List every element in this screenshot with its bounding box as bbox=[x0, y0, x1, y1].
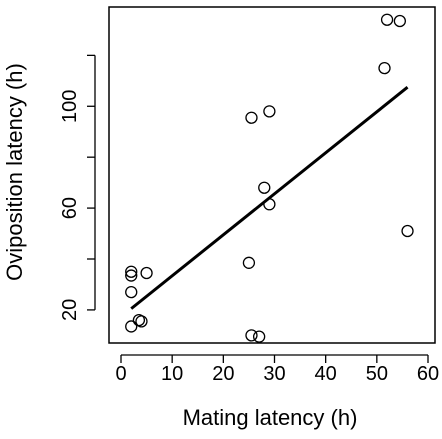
data-point bbox=[263, 198, 276, 211]
data-point bbox=[140, 266, 153, 280]
data-point bbox=[135, 315, 148, 328]
data-point bbox=[393, 14, 407, 28]
data-point bbox=[245, 111, 258, 124]
x-axis: 0 10 20 30 40 50 60 bbox=[115, 354, 439, 385]
data-point bbox=[378, 61, 391, 75]
data-point bbox=[125, 320, 138, 333]
data-point bbox=[401, 224, 414, 238]
data-point bbox=[125, 269, 138, 282]
data-point bbox=[125, 265, 138, 278]
plot-marks bbox=[125, 13, 414, 343]
data-point bbox=[125, 285, 138, 299]
x-tick-label: 10 bbox=[161, 363, 183, 385]
x-tick-label: 60 bbox=[417, 363, 439, 385]
data-point bbox=[380, 13, 394, 26]
y-tick-label: 20 bbox=[59, 299, 81, 321]
data-point bbox=[245, 329, 258, 342]
data-point bbox=[242, 256, 256, 269]
y-tick-label: 60 bbox=[59, 197, 81, 219]
x-tick-label: 20 bbox=[212, 363, 234, 385]
plot-frame bbox=[108, 6, 436, 344]
x-tick-label: 40 bbox=[315, 363, 337, 385]
y-axis-label: Oviposition latency (h) bbox=[2, 63, 27, 281]
x-tick-label: 30 bbox=[263, 363, 285, 385]
data-point bbox=[258, 181, 271, 194]
x-tick-label: 0 bbox=[115, 363, 126, 385]
y-tick-label: 100 bbox=[59, 90, 81, 123]
data-point bbox=[263, 105, 276, 118]
x-axis-label: Mating latency (h) bbox=[183, 405, 358, 430]
y-axis: 20 60 100 bbox=[59, 54, 96, 321]
data-point bbox=[252, 330, 266, 343]
x-tick-label: 50 bbox=[366, 363, 388, 385]
fit-line bbox=[130, 86, 409, 310]
